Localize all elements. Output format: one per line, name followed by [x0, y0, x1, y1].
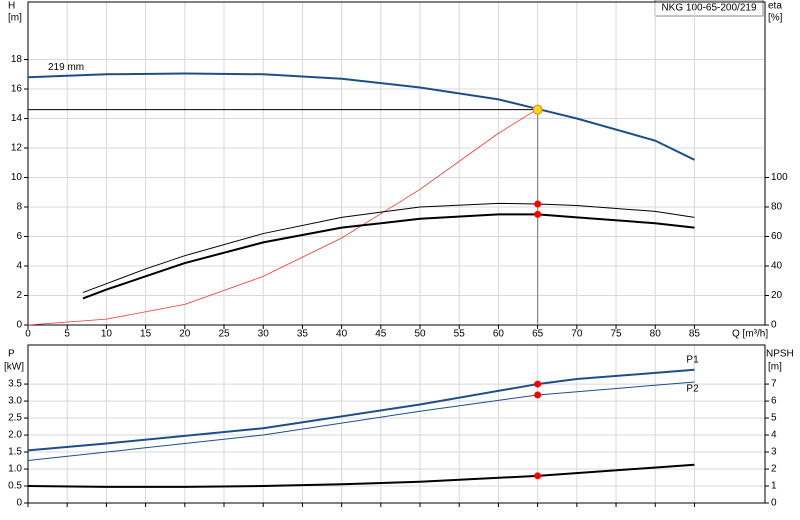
- x-tick-label: 5: [64, 329, 70, 340]
- y-unit: [kW]: [4, 362, 24, 373]
- x-tick-label: 40: [336, 329, 348, 340]
- y2-tick-label: 7: [771, 379, 777, 390]
- y2-tick-label: 80: [771, 202, 783, 213]
- y-tick-label: 2.5: [8, 413, 22, 424]
- y-tick-label: 3.0: [8, 396, 22, 407]
- curve-label: P2: [686, 384, 699, 395]
- y-label: H: [8, 1, 15, 12]
- marker: [534, 472, 542, 480]
- plot-frame: [27, 344, 766, 504]
- plot-frame: [27, 1, 766, 326]
- x-tick-label: 20: [179, 329, 191, 340]
- y-tick-label: 18: [11, 54, 23, 65]
- y2-unit: [m]: [768, 362, 782, 373]
- y2-tick-label: 3: [771, 447, 777, 458]
- curve: [27, 368, 695, 452]
- y-tick-label: 14: [11, 113, 23, 124]
- x-tick-label: 60: [493, 329, 505, 340]
- marker: [534, 200, 542, 208]
- y-tick-label: 3.5: [8, 379, 22, 390]
- curve-label: 219 mm: [48, 62, 84, 73]
- marker: [534, 380, 542, 388]
- y-tick-label: 2.0: [8, 430, 22, 441]
- x-tick-label: 50: [414, 329, 426, 340]
- x-tick-label: 35: [297, 329, 309, 340]
- y2-label: eta: [768, 1, 782, 12]
- x-tick-label: 45: [375, 329, 387, 340]
- x-label: Q [m³/h]: [732, 329, 768, 340]
- curve: [82, 202, 695, 294]
- marker: [534, 391, 542, 399]
- x-tick-label: 75: [610, 329, 622, 340]
- y-tick-label: 2: [16, 290, 22, 301]
- y2-label: NPSH: [766, 349, 794, 360]
- y2-tick-label: 5: [771, 413, 777, 424]
- y2-tick-label: 4: [771, 430, 777, 441]
- y2-tick-label: 2: [771, 464, 777, 475]
- y-tick-label: 1.0: [8, 464, 22, 475]
- y-label: P: [8, 349, 15, 360]
- y-tick-label: 6: [16, 231, 22, 242]
- x-tick-label: 30: [258, 329, 270, 340]
- x-tick-label: 65: [532, 329, 544, 340]
- x-tick-label: 85: [689, 329, 701, 340]
- x-tick-label: 70: [571, 329, 583, 340]
- y2-tick-label: 0: [771, 498, 777, 509]
- y2-tick-label: 1: [771, 481, 777, 492]
- y2-unit: [%]: [768, 13, 783, 24]
- y-tick-label: 4: [16, 261, 22, 272]
- y2-tick-label: 0: [771, 320, 777, 331]
- curve-label: P1: [686, 354, 699, 365]
- x-tick-label: 55: [454, 329, 466, 340]
- chart-title: NKG 100-65-200/219: [661, 3, 757, 14]
- marker: [534, 210, 542, 218]
- curve: [27, 463, 695, 488]
- y-tick-label: 10: [11, 172, 23, 183]
- y2-tick-label: 6: [771, 396, 777, 407]
- y-tick-label: 0: [16, 498, 22, 509]
- y-tick-label: 1.5: [8, 447, 22, 458]
- y-tick-label: 0.5: [8, 481, 22, 492]
- x-tick-label: 25: [218, 329, 230, 340]
- curve: [27, 72, 695, 161]
- y-tick-label: 12: [11, 143, 23, 154]
- y-tick-label: 8: [16, 202, 22, 213]
- x-tick-label: 0: [25, 329, 31, 340]
- y-unit: [m]: [8, 13, 22, 24]
- y2-tick-label: 100: [771, 172, 788, 183]
- x-tick-label: 15: [140, 329, 152, 340]
- y2-tick-label: 60: [771, 231, 783, 242]
- y-tick-label: 16: [11, 84, 23, 95]
- y2-tick-label: 20: [771, 290, 783, 301]
- x-tick-label: 80: [650, 329, 662, 340]
- curve: [27, 381, 695, 462]
- curve: [82, 213, 695, 300]
- y2-tick-label: 40: [771, 261, 783, 272]
- curve: [27, 108, 538, 326]
- y-tick-label: 0: [16, 320, 22, 331]
- marker: [532, 104, 543, 115]
- x-tick-label: 10: [101, 329, 113, 340]
